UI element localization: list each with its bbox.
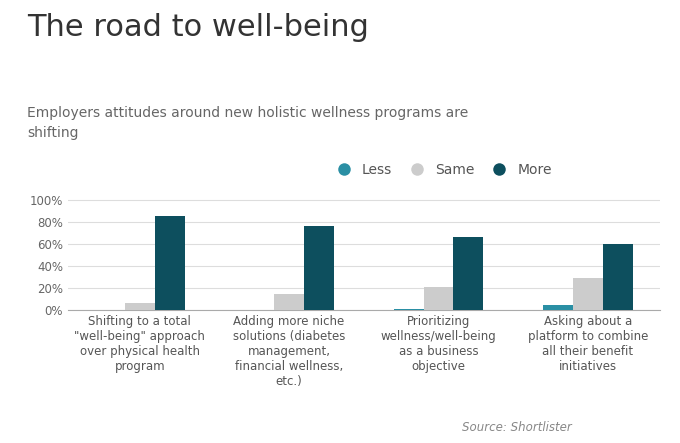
- Bar: [454, 237, 483, 310]
- Bar: [603, 244, 632, 310]
- Bar: [154, 217, 184, 310]
- Text: Employers attitudes around new holistic wellness programs are
shifting: Employers attitudes around new holistic …: [27, 106, 469, 140]
- Legend: Less, Same, More: Less, Same, More: [324, 157, 558, 183]
- Bar: [394, 309, 424, 310]
- Text: Source: Shortlister: Source: Shortlister: [462, 421, 572, 434]
- Bar: [304, 226, 334, 310]
- Bar: [424, 287, 454, 310]
- Bar: [124, 303, 154, 310]
- Bar: [274, 294, 304, 310]
- Text: The road to well-being: The road to well-being: [27, 13, 369, 42]
- Bar: [573, 278, 603, 310]
- Bar: [543, 305, 573, 310]
